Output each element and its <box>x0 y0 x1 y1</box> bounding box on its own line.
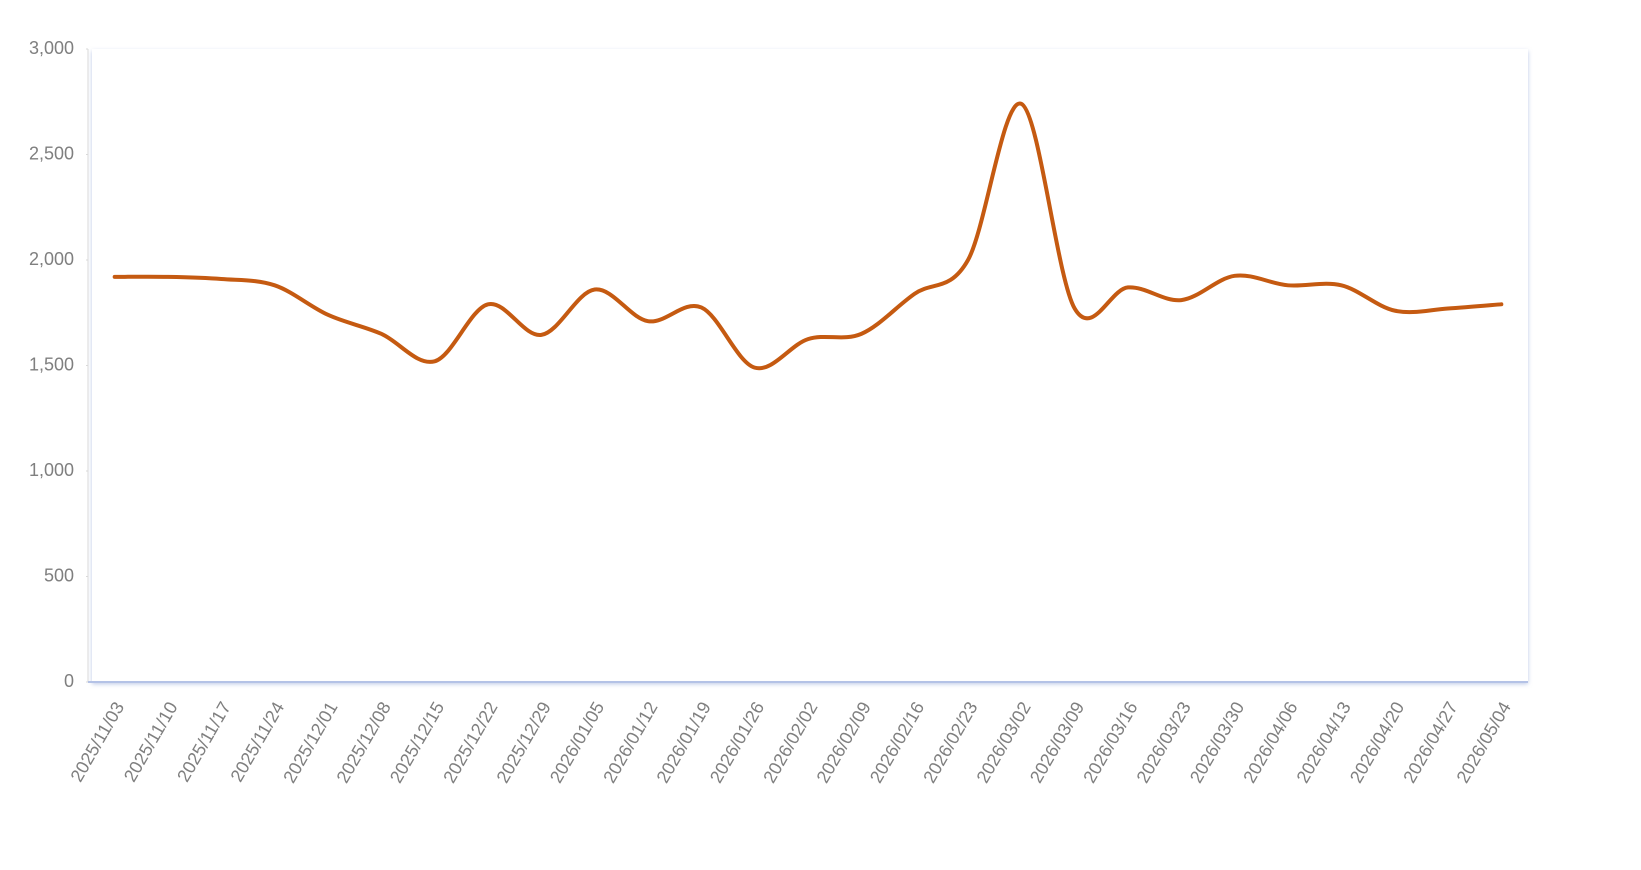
x-tick-label: 2025/12/22 <box>439 698 501 786</box>
y-tick-label: 2,000 <box>29 249 74 269</box>
y-tick-label: 500 <box>44 565 74 585</box>
x-tick-label: 2025/12/15 <box>386 698 448 786</box>
x-tick-label: 2026/04/13 <box>1293 698 1355 786</box>
x-tick-label: 2026/03/02 <box>973 698 1035 786</box>
x-tick-label: 2026/04/06 <box>1239 698 1301 786</box>
x-tick-label: 2026/04/20 <box>1346 698 1408 786</box>
x-tick-label: 2025/12/01 <box>279 698 341 786</box>
x-tick-label: 2026/02/09 <box>813 698 875 786</box>
y-tick-label: 3,000 <box>29 38 74 58</box>
y-tick-label: 2,500 <box>29 143 74 163</box>
x-tick-label: 2026/01/19 <box>653 698 715 786</box>
x-tick-label: 2025/11/10 <box>120 698 182 785</box>
x-tick-label: 2026/05/04 <box>1453 698 1515 786</box>
y-tick-label: 0 <box>64 671 74 691</box>
x-tick-label: 2025/11/24 <box>227 698 289 785</box>
plot-area <box>92 49 1528 682</box>
x-tick-label: 2025/11/03 <box>67 698 129 785</box>
x-tick-label: 2026/02/02 <box>759 698 821 786</box>
y-tick-label: 1,000 <box>29 460 74 480</box>
x-tick-label: 2026/02/23 <box>919 698 981 786</box>
x-tick-label: 2026/04/27 <box>1399 698 1461 786</box>
x-tick-label: 2025/12/29 <box>493 698 555 786</box>
x-tick-label: 2026/01/05 <box>546 698 608 786</box>
x-tick-label: 2025/11/17 <box>173 698 235 785</box>
line <box>112 101 1504 371</box>
x-tick-label: 2026/03/16 <box>1079 698 1141 786</box>
x-tick-label: 2026/01/12 <box>599 698 661 786</box>
x-tick-label: 2025/12/08 <box>333 698 395 786</box>
x-tick-label: 2026/02/16 <box>866 698 928 786</box>
x-tick-label: 2026/03/30 <box>1186 698 1248 786</box>
x-tick-label: 2026/03/23 <box>1133 698 1195 786</box>
x-tick-label: 2026/03/09 <box>1026 698 1088 786</box>
y-tick-label: 1,500 <box>29 354 74 374</box>
x-tick-label: 2026/01/26 <box>706 698 768 786</box>
